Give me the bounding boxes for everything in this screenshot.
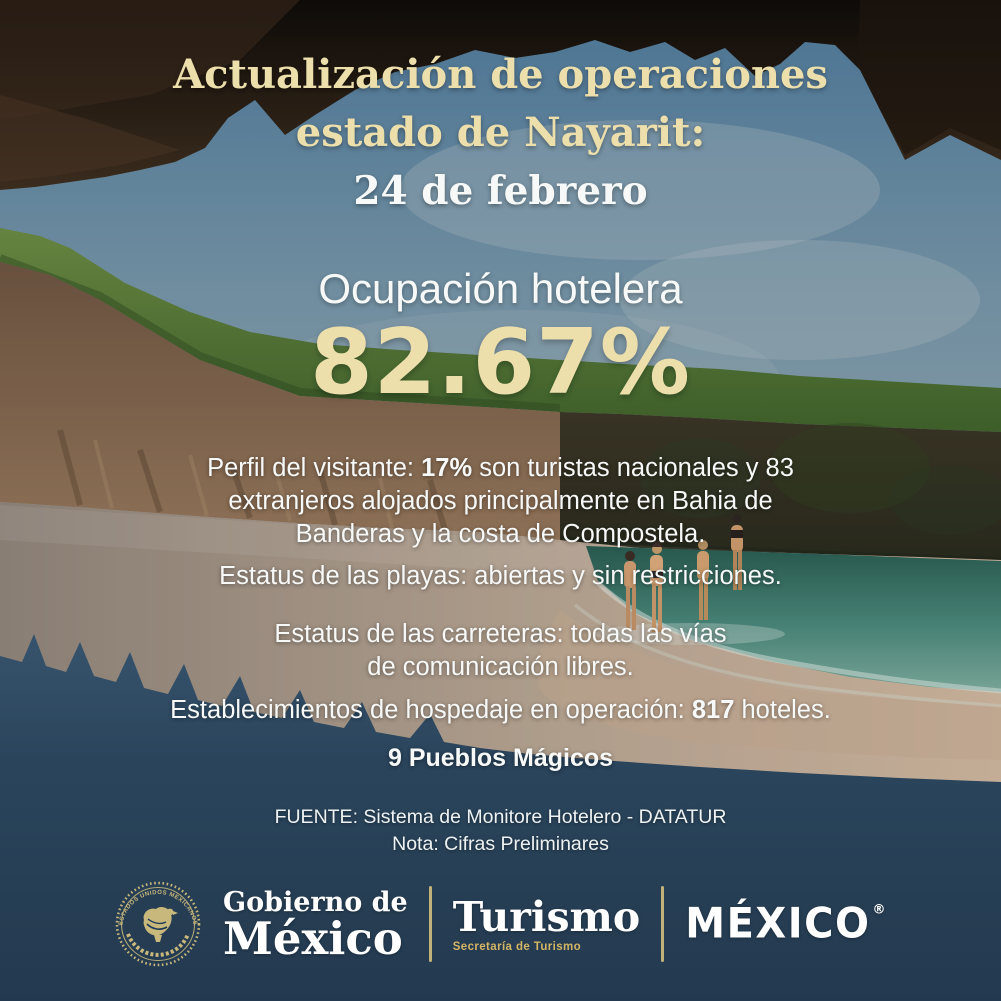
beaches-status-block: Estatus de las playas: abiertas y sin re… bbox=[0, 560, 1001, 593]
lodging-bold-value: 817 bbox=[691, 696, 735, 724]
gobierno-de-mexico-logo: Gobierno de México bbox=[223, 887, 408, 965]
source-block: FUENTE: Sistema de Monitore Hotelero - D… bbox=[0, 804, 1001, 858]
occupancy-value: 82.67% bbox=[310, 310, 691, 415]
visitor-line1-bold-value: 17% bbox=[421, 454, 473, 482]
footer-logos: ESTADOS UNIDOS MEXICANOS Gobierno de Méx… bbox=[0, 872, 1001, 976]
occupancy-block: Ocupación hotelera bbox=[0, 266, 1001, 312]
lodging-prefix: Establecimientos de hospedaje en operaci… bbox=[170, 696, 692, 724]
gobierno-logo-line-2: México bbox=[223, 912, 403, 965]
header-block: Actualización de operaciones estado de N… bbox=[0, 46, 1001, 220]
title-line-2: estado de Nayarit: bbox=[295, 109, 706, 156]
date-line: 24 de febrero bbox=[353, 168, 648, 214]
visitor-line1-prefix: Perfil del visitante: bbox=[207, 454, 422, 482]
mexico-wordmark: MÉXICO bbox=[685, 900, 871, 948]
title-line-1: Actualización de operaciones bbox=[173, 51, 828, 98]
turismo-logo: Turismo Secretaría de Turismo bbox=[453, 896, 641, 953]
visitor-profile-line-1: Perfil del visitante: 17% son turistas n… bbox=[0, 452, 1001, 485]
turismo-wordmark: Turismo bbox=[452, 892, 641, 941]
pueblos-magicos-line: 9 Pueblos Mágicos bbox=[387, 744, 614, 772]
pueblos-magicos-block: 9 Pueblos Mágicos bbox=[0, 742, 1001, 775]
occupancy-value-block: 82.67% bbox=[0, 316, 1001, 410]
lodging-suffix: hoteles. bbox=[734, 696, 831, 724]
lodging-line: Establecimientos de hospedaje en operaci… bbox=[0, 694, 1001, 727]
visitor-profile-line-3: Banderas y la costa de Compostela. bbox=[295, 520, 706, 548]
footer-divider bbox=[428, 886, 432, 962]
roads-status-line-2: de comunicación libres. bbox=[367, 653, 634, 681]
lodging-block: Establecimientos de hospedaje en operaci… bbox=[0, 694, 1001, 727]
visitor-line1-suffix: son turistas nacionales y 83 bbox=[472, 454, 794, 482]
secretaria-de-turismo-label: Secretaría de Turismo bbox=[452, 940, 582, 953]
gobierno-logo-line-1: Gobierno de bbox=[223, 887, 408, 918]
footer-divider bbox=[661, 886, 665, 962]
mexico-eagle-seal-icon: ESTADOS UNIDOS MEXICANOS bbox=[115, 881, 201, 967]
bathers-silhouettes bbox=[595, 514, 785, 645]
visitor-profile-line-2: extranjeros alojados principalmente en B… bbox=[228, 487, 773, 515]
occupancy-label: Ocupación hotelera bbox=[318, 265, 683, 312]
roads-status-line-1: Estatus de las carreteras: todas las vía… bbox=[274, 620, 727, 648]
visit-mexico-logo: MÉXICO ® bbox=[685, 900, 887, 948]
note-line: Nota: Cifras Preliminares bbox=[392, 833, 609, 855]
registered-trademark-symbol: ® bbox=[872, 902, 887, 918]
visitor-profile-block: Perfil del visitante: 17% son turistas n… bbox=[0, 452, 1001, 551]
beaches-status-line: Estatus de las playas: abiertas y sin re… bbox=[219, 562, 782, 590]
roads-status-block: Estatus de las carreteras: todas las vía… bbox=[0, 618, 1001, 684]
source-line: FUENTE: Sistema de Monitore Hotelero - D… bbox=[274, 806, 727, 828]
